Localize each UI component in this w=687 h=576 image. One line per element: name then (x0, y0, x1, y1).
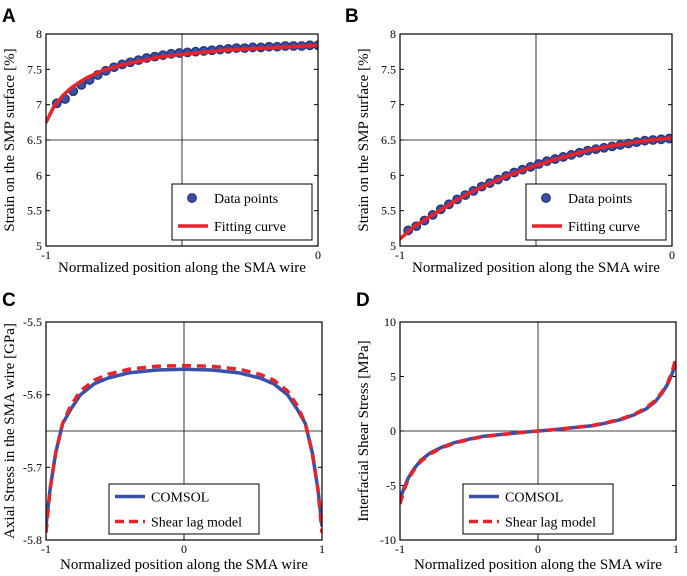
legend: COMSOL Shear lag model (462, 483, 614, 535)
legend: Data points Fitting curve (171, 183, 313, 241)
y-tick-label: -5.6 (23, 388, 42, 402)
chart-panel-c: C -5.8 -5.7 -5.6 -5.5 -1 0 1 Normalized position… (2, 290, 325, 573)
y-tick-label: 10 (384, 315, 396, 329)
x-axis-label: Normalized position along the SMA wire (58, 260, 306, 276)
x-tick-label: 1 (673, 542, 679, 556)
y-axis-label: Strain on the SMP surface [%] (2, 48, 18, 231)
y-tick-label: 8 (390, 27, 396, 41)
x-tick-label: 1 (319, 542, 325, 556)
series-line-shear-lag-model (46, 363, 322, 533)
y-tick-label: 6.5 (381, 133, 396, 147)
legend-box (171, 183, 313, 241)
y-tick-label: 7 (36, 98, 42, 112)
legend-box (525, 183, 667, 241)
legend-label-data-points: Data points (568, 192, 632, 207)
y-tick-label: 7 (390, 98, 396, 112)
y-tick-label: -5.5 (23, 315, 42, 329)
plot-frame (399, 33, 673, 247)
y-tick-label: 5 (36, 239, 42, 253)
y-tick-label: 5 (390, 370, 396, 384)
x-tick-label: 0 (535, 542, 541, 556)
y-axis-label: Interfacial Shear Stress [MPa] (356, 340, 372, 521)
legend-label-fitting-curve: Fitting curve (214, 220, 286, 235)
x-tick-label: -1 (41, 542, 51, 556)
x-tick-label: 0 (669, 248, 675, 262)
legend-label-fitting-curve: Fitting curve (568, 220, 640, 235)
y-tick-label: 5 (390, 239, 396, 253)
y-tick-label: -5 (386, 479, 396, 493)
y-tick-label: 7.5 (27, 62, 42, 76)
plot-frame (45, 321, 323, 541)
x-tick-label: 0 (315, 248, 321, 262)
series-group (400, 357, 676, 505)
y-tick-label: 0 (390, 424, 396, 438)
series-group (46, 40, 318, 125)
x-tick-label: -1 (395, 542, 405, 556)
series-line-fitting-curve (400, 136, 672, 241)
y-tick-label: -10 (380, 533, 396, 547)
panel-letter: B (345, 6, 359, 27)
x-tick-label: 0 (181, 542, 187, 556)
legend-label-data-points: Data points (214, 192, 278, 207)
legend-label-comsol: COMSOL (151, 491, 209, 506)
y-tick-label: 5.5 (381, 204, 396, 218)
y-tick-label: 6 (36, 168, 42, 182)
panel-letter: A (2, 6, 16, 27)
chart-panel-b: B 5 5.5 6 6.5 7 7.5 8 -1 0 Normalized position alo… (345, 6, 675, 276)
panel-letter: D (356, 290, 370, 311)
legend-swatch-data-points (187, 193, 197, 203)
legend-label-comsol: COMSOL (505, 491, 563, 506)
legend: Data points Fitting curve (525, 183, 667, 241)
series-group (400, 133, 672, 241)
legend-label-shear-lag-model: Shear lag model (505, 516, 596, 531)
legend-box (462, 483, 614, 535)
y-tick-label: -5.7 (23, 460, 42, 474)
legend: COMSOL Shear lag model (108, 483, 260, 535)
y-axis-label: Axial Stress in the SMA wire [GPa] (2, 323, 18, 539)
y-tick-label: -5.8 (23, 533, 42, 547)
panel-letter: C (2, 290, 16, 311)
y-axis-label: Strain on the SMP surface [%] (356, 48, 372, 231)
legend-box (108, 483, 260, 535)
plot-frame (45, 33, 319, 247)
y-tick-label: 6 (390, 168, 396, 182)
x-axis-label: Normalized position along the SMA wire (60, 557, 308, 573)
y-tick-label: 8 (36, 27, 42, 41)
chart-panel-a: A 5 5.5 6 6.5 7 7.5 8 -1 0 Normalized position alo… (2, 6, 321, 276)
x-tick-label: -1 (41, 248, 51, 262)
series-group (46, 363, 322, 533)
x-axis-label: Normalized position along the SMA wire (414, 557, 662, 573)
plot-frame (399, 321, 677, 541)
series-line-fitting-curve (46, 43, 318, 125)
x-tick-label: -1 (395, 248, 405, 262)
y-tick-label: 5.5 (27, 204, 42, 218)
y-tick-label: 6.5 (27, 133, 42, 147)
legend-label-shear-lag-model: Shear lag model (151, 516, 242, 531)
y-tick-label: 7.5 (381, 62, 396, 76)
series-line-shear-lag-model (400, 357, 676, 505)
legend-swatch-data-points (541, 193, 551, 203)
x-axis-label: Normalized position along the SMA wire (412, 260, 660, 276)
